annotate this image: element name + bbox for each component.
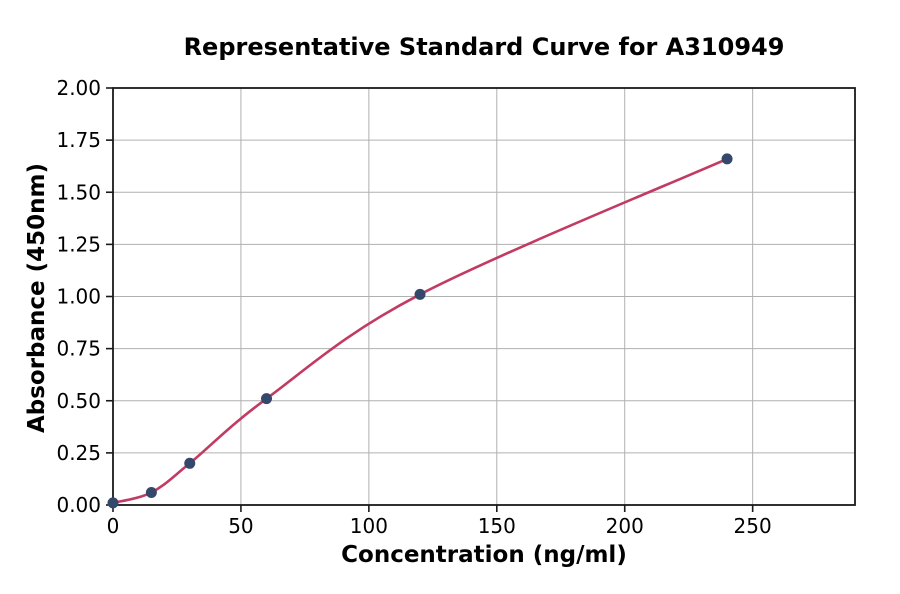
x-tick-label: 200 (606, 514, 644, 538)
x-tick-label: 250 (734, 514, 772, 538)
x-tick-label: 0 (107, 514, 120, 538)
data-point (184, 457, 196, 469)
y-tick-label: 1.50 (56, 180, 101, 204)
x-tick-label: 50 (228, 514, 253, 538)
y-tick-label: 0.50 (56, 389, 101, 413)
y-tick-label: 1.75 (56, 128, 101, 152)
fitted-curve (111, 157, 729, 505)
y-axis-label: Absorbance (450nm) (24, 162, 50, 434)
y-tick-label: 0.75 (56, 337, 101, 361)
data-point (414, 288, 426, 300)
x-tick-label: 100 (350, 514, 388, 538)
data-point (721, 153, 733, 165)
y-tick-label: 0.00 (56, 493, 101, 517)
y-tick-label: 0.25 (56, 441, 101, 465)
y-tick-label: 1.00 (56, 285, 101, 309)
data-point (107, 497, 119, 509)
x-tick-label: 150 (478, 514, 516, 538)
data-point (145, 486, 157, 498)
y-tick-label: 1.25 (56, 232, 101, 256)
y-tick-label: 2.00 (56, 76, 101, 100)
x-axis-label: Concentration (ng/ml) (341, 542, 627, 568)
data-point (261, 393, 273, 405)
chart-title: Representative Standard Curve for A31094… (183, 33, 785, 61)
